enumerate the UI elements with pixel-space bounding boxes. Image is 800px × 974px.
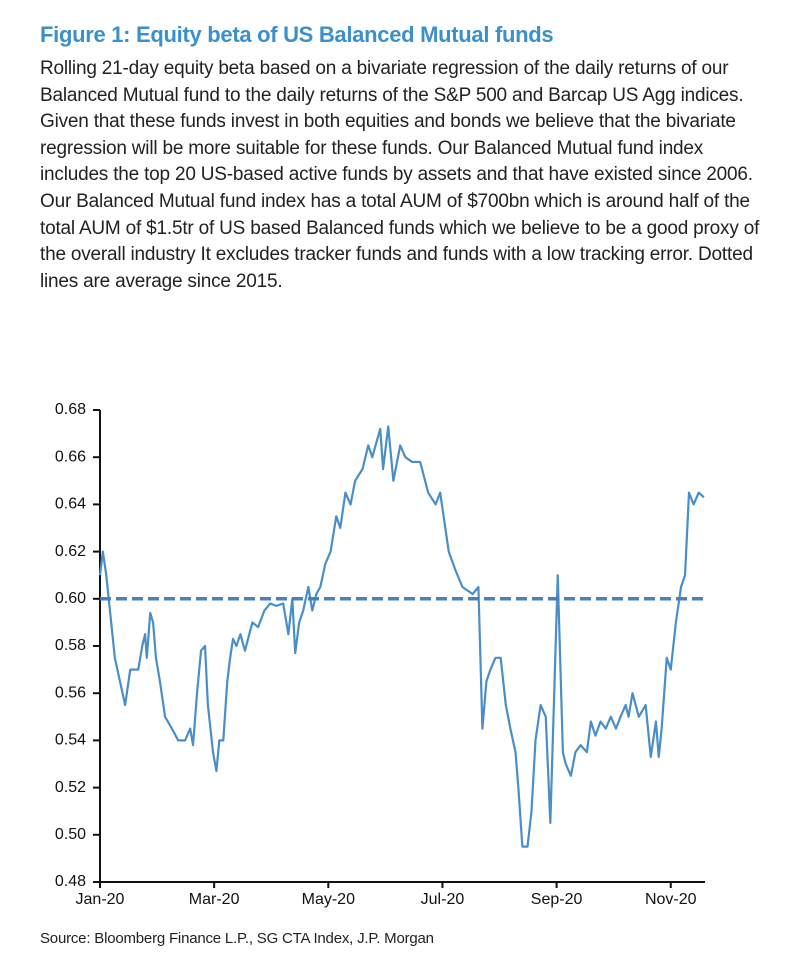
chart-description: Rolling 21-day equity beta based on a bi… (40, 58, 760, 292)
y-tick-label: 0.64 (55, 496, 86, 513)
source-note: Source: Bloomberg Finance L.P., SG CTA I… (40, 930, 434, 947)
y-tick-label: 0.48 (55, 873, 86, 890)
x-tick-label: Nov-20 (645, 891, 697, 908)
x-tick-label: Sep-20 (531, 891, 583, 908)
y-tick-label: 0.52 (55, 779, 86, 796)
y-tick-label: 0.58 (55, 637, 86, 654)
y-tick-label: 0.62 (55, 543, 86, 560)
y-tick-label: 0.56 (55, 684, 86, 701)
y-tick-label: 0.68 (55, 401, 86, 418)
y-tick-label: 0.66 (55, 448, 86, 465)
y-tick-label: 0.50 (55, 826, 86, 843)
chart: 0.48 0.50 0.52 0.54 0.56 0.58 0.60 0.62 0.64 0.66… (55, 401, 705, 908)
x-tick-label: Jul-20 (421, 891, 465, 908)
chart-title: Figure 1: Equity beta of US Balanced Mut… (40, 22, 554, 47)
data-line (98, 425, 705, 848)
y-tick-label: 0.54 (55, 732, 86, 749)
x-tick-label: Mar-20 (189, 891, 240, 908)
x-tick-label: May-20 (302, 891, 355, 908)
y-tick-label: 0.60 (55, 590, 86, 607)
x-tick-label: Jan-20 (76, 891, 125, 908)
